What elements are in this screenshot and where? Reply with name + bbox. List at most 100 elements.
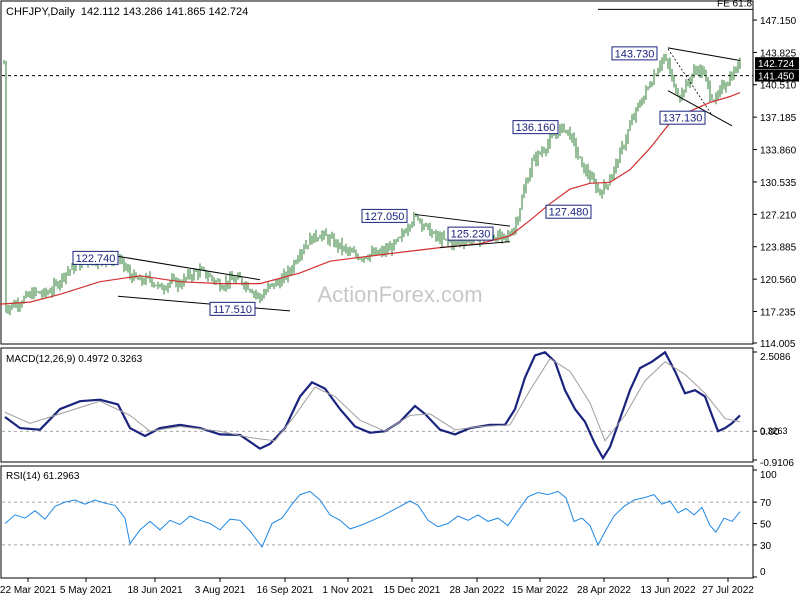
candle-body [163, 289, 165, 290]
candle-body [671, 72, 673, 78]
candle-body [203, 268, 205, 270]
candle-body [543, 151, 545, 153]
price-tag-label: 142.724 [758, 59, 795, 70]
candle-body [587, 168, 589, 175]
candle-body [249, 289, 251, 291]
candle-body [311, 236, 313, 243]
candle-body [351, 251, 353, 253]
trendline [439, 241, 511, 249]
candle-body [37, 291, 39, 293]
candle-body [641, 102, 643, 105]
level-label-box [659, 110, 706, 125]
candle-body [701, 67, 703, 75]
candle-body [437, 235, 439, 238]
macd-signal-value-label: 0.3263 [760, 426, 788, 436]
candle-body [711, 97, 713, 100]
candle-body [21, 302, 23, 305]
candle-body [397, 237, 399, 241]
level-label: 127.480 [549, 207, 589, 219]
candle-body [591, 176, 593, 180]
candle-body [313, 233, 315, 243]
candle-body [343, 247, 345, 250]
candle-body [199, 268, 201, 275]
candle-body [329, 237, 331, 242]
candle-body [305, 244, 307, 249]
candle-body [595, 182, 597, 190]
candle-body [599, 189, 601, 194]
candle-body [417, 215, 419, 220]
trendline [667, 47, 741, 61]
level-label: 117.510 [213, 304, 252, 316]
level-label: 125.230 [451, 229, 491, 241]
candle-body [415, 215, 417, 217]
candle-body [283, 273, 285, 278]
candle-body [31, 292, 33, 298]
date-tick-label: 3 Aug 2021 [195, 585, 246, 596]
price-tick-label: 133.860 [760, 146, 797, 157]
candle-body [361, 258, 363, 260]
candle-body [217, 280, 219, 282]
candle-body [175, 278, 177, 287]
candle-body [9, 306, 11, 311]
level-label-box [611, 46, 658, 61]
candle-body [201, 268, 203, 270]
axis-layer: 147.150 143.825 140.510 137.185 133.860 130.5… [0, 16, 799, 596]
candle-body [137, 277, 139, 281]
macd-title: MACD(12,26,9) 0.4972 0.3263 [6, 354, 143, 365]
candle-body [277, 281, 279, 283]
candle-body [221, 288, 223, 289]
candle-body [49, 292, 51, 294]
candle-body [521, 197, 523, 209]
candle-body [243, 283, 245, 287]
candle-body [539, 152, 541, 154]
candle-body [377, 250, 379, 254]
candle-body [625, 139, 627, 147]
candle-body [41, 293, 43, 295]
candle-body [161, 284, 163, 290]
candle-body [573, 135, 575, 142]
candle-body [379, 252, 381, 254]
candle-body [581, 158, 583, 163]
candle-body [45, 290, 47, 294]
candle-body [67, 271, 69, 273]
date-tick-label: 22 Mar 2021 [0, 585, 57, 596]
candle-body [309, 236, 311, 246]
candle-body [167, 284, 169, 289]
candle-body [649, 86, 651, 87]
level-label: 127.050 [365, 211, 405, 223]
candle-body [303, 248, 305, 251]
candle-body [499, 233, 501, 239]
candle-body [427, 223, 429, 226]
candle-body [601, 193, 603, 195]
candle-body [75, 264, 77, 270]
candle-body [51, 290, 53, 293]
candle-body [339, 242, 341, 248]
candle-body [35, 289, 37, 292]
candle-body [159, 284, 161, 286]
candle-body [541, 151, 543, 154]
candle-body [341, 242, 343, 250]
candle-body [509, 234, 511, 235]
candle-body [375, 250, 377, 254]
candle-body [247, 284, 249, 290]
candle-body [363, 256, 365, 259]
candle-body [715, 96, 717, 101]
candle-body [737, 62, 739, 72]
candle-body [333, 237, 335, 246]
candle-body [297, 258, 299, 263]
level-label-box [512, 120, 559, 135]
candle-body [529, 171, 531, 181]
candle-body [367, 257, 369, 259]
candle-body [709, 84, 711, 98]
price-tick-label: 117.235 [760, 308, 796, 319]
candle-body [457, 241, 459, 243]
candle-body [65, 272, 67, 279]
rsi-tick-label: 70 [760, 498, 772, 509]
candle-body [139, 277, 141, 281]
trendline [117, 295, 291, 312]
candle-body [131, 275, 133, 281]
date-tick-label: 15 Dec 2021 [384, 585, 441, 596]
candle-body [143, 282, 145, 283]
candle-body [657, 69, 659, 75]
